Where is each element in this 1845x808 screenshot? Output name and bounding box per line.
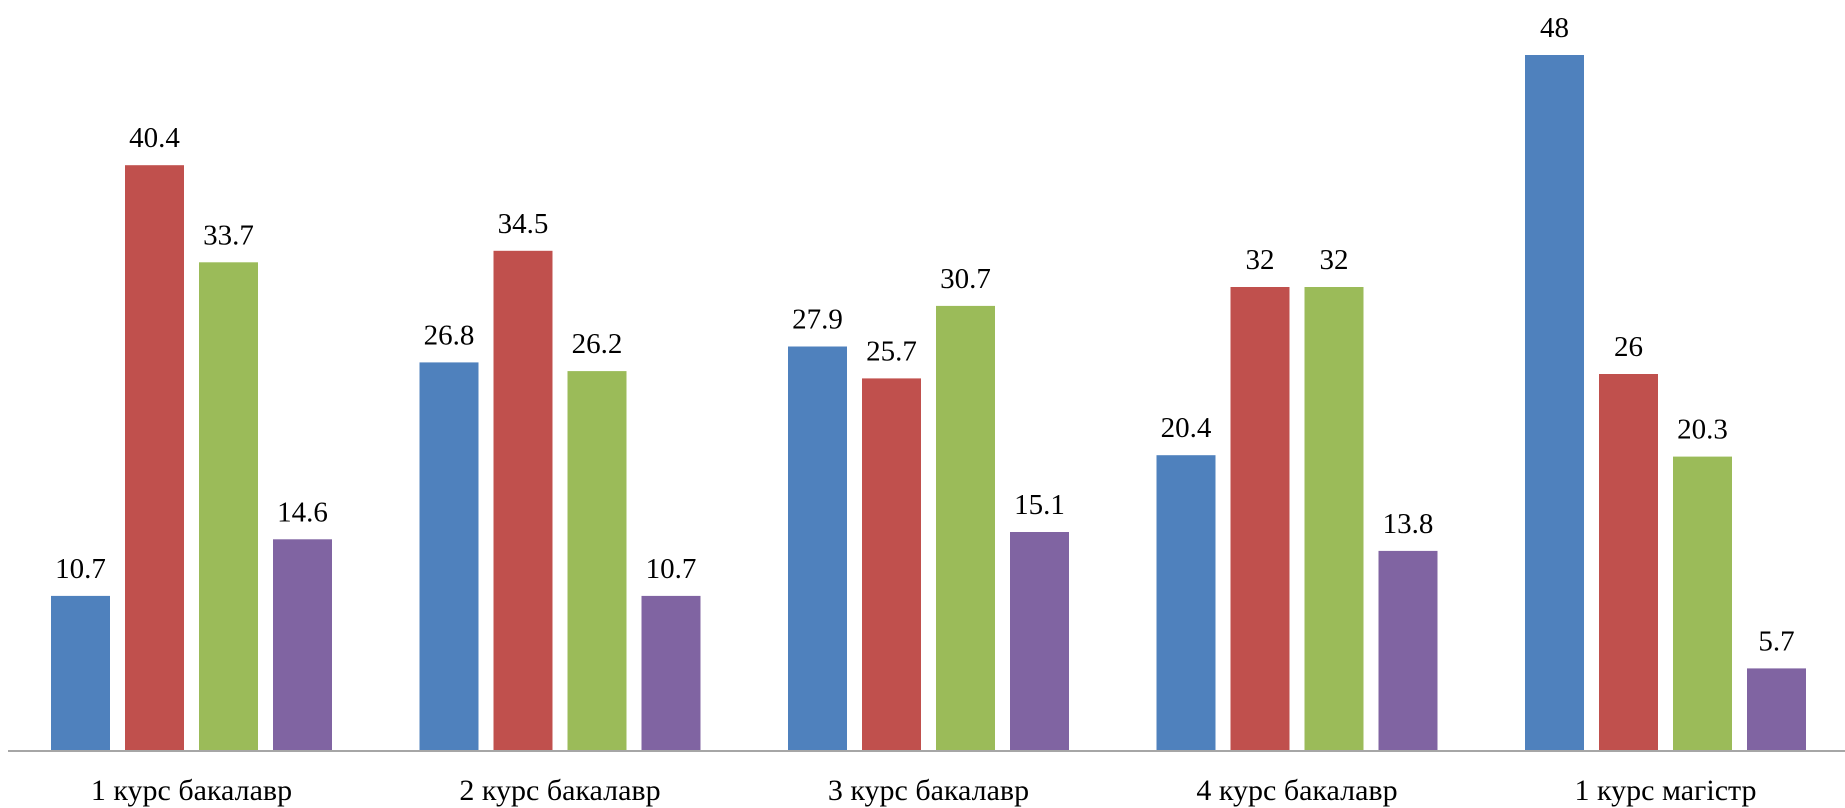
category-label: 1 курс магістр xyxy=(1575,774,1757,807)
bar xyxy=(862,378,921,751)
data-label: 33.7 xyxy=(203,219,254,251)
data-label: 26.2 xyxy=(572,328,623,360)
bar xyxy=(936,305,995,751)
bar xyxy=(1230,287,1290,751)
bars-group xyxy=(51,55,1806,752)
data-labels-group: 10.7 40.4 33.7 14.6 26.8 34.5 26.2 10.7 27.9 25.7… xyxy=(55,12,1795,657)
bar xyxy=(788,346,847,751)
data-label: 26.8 xyxy=(424,319,475,351)
bar xyxy=(419,362,479,751)
bar xyxy=(1304,287,1364,751)
bar xyxy=(1747,668,1806,752)
data-label: 34.5 xyxy=(498,208,549,240)
data-label: 30.7 xyxy=(940,263,991,295)
category-label: 2 курс бакалавр xyxy=(459,774,660,807)
category-label: 3 курс бакалавр xyxy=(828,774,1029,807)
bar xyxy=(1599,374,1658,751)
data-label: 10.7 xyxy=(55,553,106,585)
data-label: 20.4 xyxy=(1161,412,1212,444)
bar xyxy=(51,595,110,751)
data-label: 27.9 xyxy=(792,304,843,336)
data-label: 32 xyxy=(1320,244,1349,276)
bar xyxy=(567,371,627,751)
data-label: 40.4 xyxy=(129,122,180,154)
data-label: 14.6 xyxy=(277,496,328,528)
data-label: 48 xyxy=(1540,12,1569,44)
bar xyxy=(1525,55,1584,751)
bar xyxy=(1378,550,1438,751)
bar xyxy=(199,262,258,751)
bar xyxy=(125,165,184,751)
data-label: 5.7 xyxy=(1758,625,1794,657)
data-label: 26 xyxy=(1614,331,1643,363)
bar xyxy=(1010,532,1069,751)
category-label: 4 курс бакалавр xyxy=(1196,774,1397,807)
data-label: 25.7 xyxy=(866,335,917,367)
data-label: 20.3 xyxy=(1677,414,1728,446)
data-label: 32 xyxy=(1246,244,1275,276)
bar xyxy=(1156,455,1216,751)
data-label: 15.1 xyxy=(1014,489,1065,521)
category-labels-group: 1 курс бакалавр 2 курс бакалавр 3 курс бак… xyxy=(91,774,1757,807)
data-label: 10.7 xyxy=(646,553,697,585)
bar xyxy=(273,539,332,751)
bar xyxy=(1673,456,1732,751)
bar xyxy=(493,250,553,752)
bar xyxy=(641,595,701,751)
data-label: 13.8 xyxy=(1383,508,1434,540)
category-label: 1 курс бакалавр xyxy=(91,774,292,807)
